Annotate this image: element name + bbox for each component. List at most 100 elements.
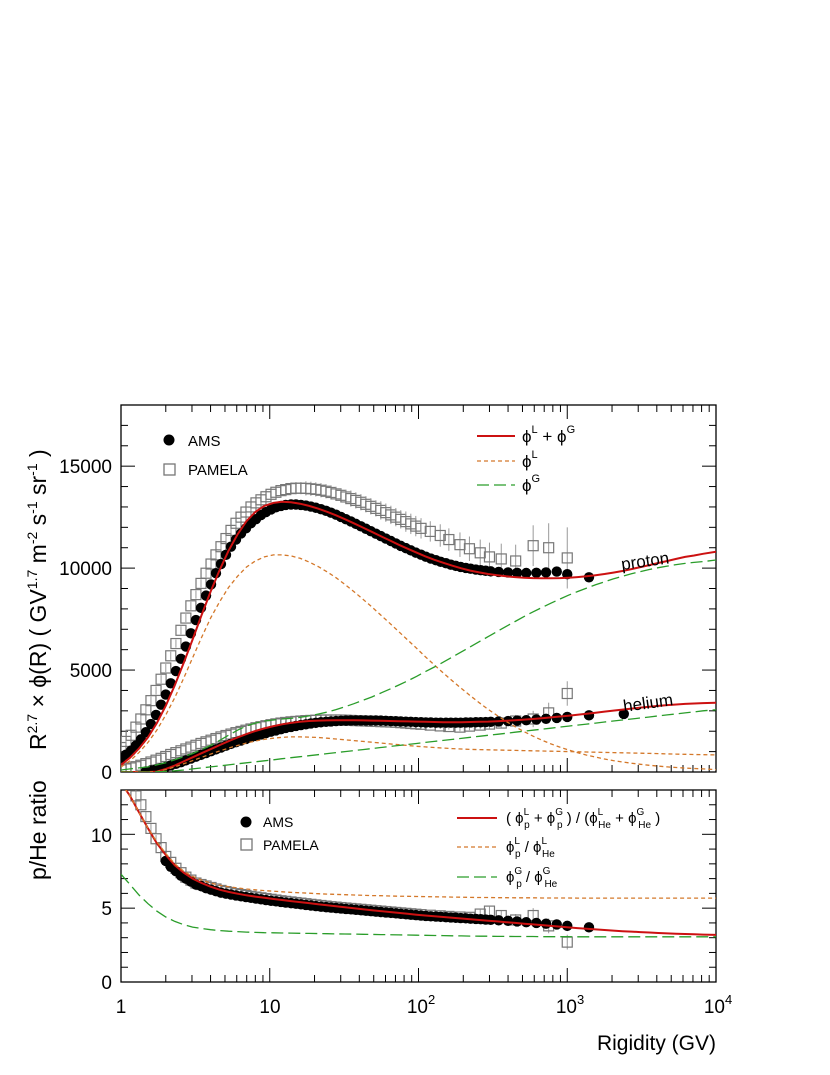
helium-label: helium: [622, 690, 674, 716]
ams-point: [531, 567, 542, 579]
pamela-point: [121, 741, 127, 754]
flux-ytick-label: 10000: [59, 559, 112, 580]
ratio-plot-area: [121, 790, 716, 950]
pamela-point: [443, 533, 455, 546]
ams-point: [618, 708, 630, 720]
xtick-label: 102: [407, 992, 435, 1018]
ams-point: [531, 917, 542, 929]
ratio-y-tick-labels: 0 5 10: [91, 826, 112, 994]
pamela-point: [561, 687, 573, 700]
ams-point: [511, 567, 523, 579]
pamela-point: [463, 543, 476, 555]
pamela-point: [510, 555, 522, 567]
ams-legend-label: AMS: [263, 814, 293, 830]
pamela-point: [474, 547, 486, 559]
pamela-point: [483, 551, 496, 563]
flux-ytick-label: 15000: [59, 457, 112, 478]
flux-model-curve-dashed: [121, 554, 716, 771]
flux-ytick-label: 5000: [70, 661, 112, 682]
flux-panel: 0 5000 10000 15000 R2.7 × ϕ(R) ( GV1.7 m…: [24, 404, 717, 784]
ams-point: [521, 916, 532, 928]
ams-point: [540, 567, 552, 578]
pamela-point: [160, 662, 172, 674]
ams-point: [551, 566, 562, 577]
pamela-point: [155, 673, 167, 685]
x-tick-labels: 1 10 102 103 104: [116, 992, 732, 1018]
flux-data-layer: [121, 481, 716, 772]
ams-point: [493, 915, 504, 926]
ratio-legend-left: AMS PAMELA: [240, 814, 319, 853]
flux-model-curve-longdash: [121, 709, 716, 772]
ams-point: [485, 914, 496, 926]
xtick-label: 10: [259, 997, 280, 1018]
flux-model-curve-solid: [121, 701, 716, 772]
flux-plot-area: [121, 481, 716, 772]
pamela-point: [527, 540, 539, 552]
flux-model-curve-longdash: [121, 559, 716, 771]
flux-ytick-label: 0: [101, 763, 112, 784]
pamela-point: [180, 612, 192, 624]
pamela-point: [150, 684, 162, 697]
ams-point: [502, 915, 514, 927]
flux-y-axis-label: R2.7 × ϕ(R) ( GV1.7 m-2 s-1 sr-1 ): [24, 449, 51, 750]
pamela-point: [165, 650, 177, 662]
ams-point: [562, 920, 573, 932]
pamela-legend-label: PAMELA: [263, 837, 319, 853]
ratio-local-legend-label: ϕL p / ϕL He: [506, 836, 555, 860]
pamela-point: [170, 637, 182, 650]
pamela-point: [175, 624, 187, 636]
pamela-legend-label: PAMELA: [188, 462, 248, 479]
local-legend-label: ϕL: [522, 449, 538, 471]
ams-point: [583, 710, 595, 721]
ams-point: [502, 567, 514, 578]
pamela-point: [543, 542, 555, 554]
ratio-galactic-legend-label: ϕG p / ϕG He: [506, 866, 558, 890]
pamela-point: [185, 600, 197, 612]
ratio-ytick-label: 0: [101, 973, 112, 994]
ams-point: [521, 567, 532, 579]
pamela-point: [415, 522, 427, 534]
ams-point: [551, 919, 562, 930]
x-axis-label: Rigidity (GV): [597, 1032, 716, 1055]
ratio-panel: 0 5 10 p/He ratio AMS PAMELA ( ϕL p + ϕG p…: [25, 780, 717, 994]
flux-model-curve-solid: [121, 500, 716, 766]
flux-legend-right: ϕL + ϕG ϕL ϕG: [477, 424, 575, 495]
ratio-total-legend-label: ( ϕL p + ϕG p ) / (ϕL He + ϕG He ): [506, 807, 660, 831]
ams-point: [562, 711, 573, 723]
pamela-point: [495, 553, 507, 565]
pamela-legend-marker: [163, 463, 176, 476]
ratio-model-curve-solid: [124, 790, 716, 936]
ams-point: [160, 689, 171, 700]
total-legend-label: ϕL + ϕG: [522, 424, 575, 446]
ams-legend-label: AMS: [188, 433, 221, 450]
proton-label: proton: [620, 548, 670, 574]
ams-point: [511, 916, 523, 927]
flux-model-curve-dashed: [121, 736, 716, 772]
ams-legend-marker: [240, 816, 252, 828]
pamela-point: [561, 552, 573, 564]
ratio-ytick-label: 5: [101, 899, 112, 920]
pamela-point: [190, 589, 202, 601]
pamela-point: [434, 529, 446, 542]
ratio-data-layer: [121, 790, 716, 950]
ratio-y-axis-label: p/He ratio: [25, 780, 51, 880]
ratio-model-curve-dashed: [125, 790, 716, 899]
ratio-legend-right: ( ϕL p + ϕG p ) / (ϕL He + ϕG He ) ϕL p / ϕL H…: [457, 807, 660, 890]
ams-point: [583, 922, 595, 933]
ratio-ytick-label: 10: [91, 826, 112, 847]
pamela-legend-marker: [240, 838, 253, 851]
xtick-label: 1: [116, 997, 127, 1018]
flux-axis-ticks: [120, 404, 716, 773]
ratio-model-curve-longdash: [121, 873, 716, 938]
ams-point: [165, 678, 176, 689]
xtick-label: 104: [704, 992, 732, 1018]
ams-point: [540, 918, 552, 929]
ams-legend-marker: [163, 434, 175, 446]
galactic-legend-label: ϕG: [522, 473, 540, 495]
ams-point: [551, 712, 562, 724]
ams-point: [155, 699, 167, 710]
flux-y-tick-labels: 0 5000 10000 15000: [59, 457, 112, 784]
xtick-label: 103: [556, 992, 584, 1018]
flux-legend-left: AMS PAMELA: [163, 433, 248, 479]
